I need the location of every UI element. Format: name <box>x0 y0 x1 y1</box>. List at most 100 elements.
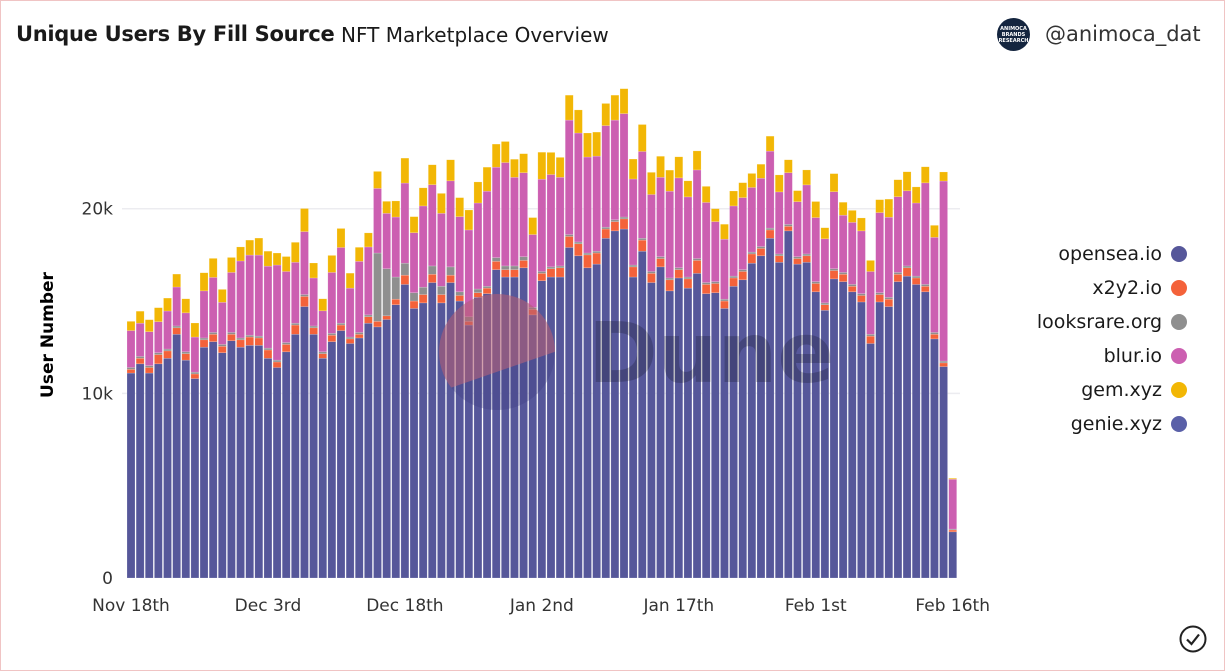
bar-segment-gem-xyz[interactable] <box>921 166 930 184</box>
bar-segment-looksrare-org[interactable] <box>729 275 738 279</box>
legend-item[interactable]: blur.io <box>1037 339 1187 373</box>
bar-segment-opensea-io[interactable] <box>902 275 912 579</box>
bar-segment-looksrare-org[interactable] <box>884 297 894 300</box>
bar-stack[interactable] <box>528 217 537 579</box>
bar-segment-opensea-io[interactable] <box>163 358 172 579</box>
bar-segment-gem-xyz[interactable] <box>418 187 428 207</box>
bar-segment-looksrare-org[interactable] <box>747 251 757 255</box>
bar-segment-x2y2-io[interactable] <box>574 243 583 257</box>
bar-segment-looksrare-org[interactable] <box>820 302 830 305</box>
bar-segment-looksrare-org[interactable] <box>628 264 638 268</box>
bar-segment-blur-io[interactable] <box>537 178 547 272</box>
bar-segment-blur-io[interactable] <box>765 150 775 229</box>
bar-segment-blur-io[interactable] <box>245 254 254 336</box>
bar-stack[interactable] <box>418 187 428 579</box>
bar-segment-blur-io[interactable] <box>263 265 273 349</box>
bar-segment-opensea-io[interactable] <box>765 238 775 579</box>
bar-segment-looksrare-org[interactable] <box>473 288 483 293</box>
bar-segment-blur-io[interactable] <box>692 169 702 259</box>
bar-segment-x2y2-io[interactable] <box>537 273 547 281</box>
bar-segment-looksrare-org[interactable] <box>501 265 510 270</box>
bar-segment-blur-io[interactable] <box>829 191 839 269</box>
bar-segment-opensea-io[interactable] <box>428 282 437 579</box>
bar-segment-looksrare-org[interactable] <box>491 257 501 262</box>
bar-stack[interactable] <box>464 209 474 579</box>
bar-segment-blur-io[interactable] <box>838 214 848 273</box>
bar-stack[interactable] <box>218 289 227 579</box>
bar-segment-looksrare-org[interactable] <box>674 267 684 270</box>
bar-stack[interactable] <box>437 193 446 579</box>
bar-segment-gem-xyz[interactable] <box>491 143 501 168</box>
bar-segment-blur-io[interactable] <box>948 478 957 530</box>
bar-segment-gem-xyz[interactable] <box>464 209 474 231</box>
bar-segment-x2y2-io[interactable] <box>218 346 227 353</box>
bar-segment-x2y2-io[interactable] <box>254 337 264 346</box>
bar-segment-opensea-io[interactable] <box>911 284 921 579</box>
bar-segment-gem-xyz[interactable] <box>829 173 839 192</box>
bar-segment-looksrare-org[interactable] <box>793 256 802 259</box>
bar-segment-opensea-io[interactable] <box>145 372 154 579</box>
bar-segment-blur-io[interactable] <box>848 222 857 285</box>
legend-item[interactable]: x2y2.io <box>1037 271 1187 305</box>
bar-stack[interactable] <box>208 258 218 579</box>
bar-segment-gem-xyz[interactable] <box>382 201 391 214</box>
bar-segment-x2y2-io[interactable] <box>199 339 209 348</box>
bar-stack[interactable] <box>875 199 884 579</box>
bar-segment-looksrare-org[interactable] <box>172 325 181 329</box>
bar-segment-gem-xyz[interactable] <box>692 150 702 171</box>
bar-segment-looksrare-org[interactable] <box>126 367 136 370</box>
bar-segment-gem-xyz[interactable] <box>738 182 747 198</box>
bar-segment-x2y2-io[interactable] <box>546 268 556 278</box>
bar-segment-blur-io[interactable] <box>884 216 894 298</box>
bar-segment-x2y2-io[interactable] <box>318 353 327 359</box>
bar-segment-looksrare-org[interactable] <box>446 266 455 276</box>
bar-segment-blur-io[interactable] <box>227 272 236 333</box>
bar-segment-gem-xyz[interactable] <box>893 179 903 197</box>
bar-segment-gem-xyz[interactable] <box>409 216 419 233</box>
bar-segment-x2y2-io[interactable] <box>784 226 793 232</box>
bar-stack[interactable] <box>811 201 820 579</box>
bar-segment-looksrare-org[interactable] <box>939 360 948 364</box>
bar-segment-looksrare-org[interactable] <box>802 253 811 257</box>
bar-segment-gem-xyz[interactable] <box>811 201 820 218</box>
bar-segment-looksrare-org[interactable] <box>857 293 866 296</box>
bar-segment-gem-xyz[interactable] <box>701 186 711 203</box>
bar-segment-gem-xyz[interactable] <box>930 225 939 238</box>
bar-segment-opensea-io[interactable] <box>400 284 410 579</box>
bar-stack[interactable] <box>738 182 747 579</box>
bar-stack[interactable] <box>181 298 191 579</box>
bar-segment-x2y2-io[interactable] <box>364 316 373 324</box>
bar-stack[interactable] <box>930 225 939 579</box>
bar-segment-blur-io[interactable] <box>601 125 611 228</box>
bar-segment-gem-xyz[interactable] <box>765 135 775 152</box>
bar-segment-gem-xyz[interactable] <box>163 297 172 312</box>
bar-segment-looksrare-org[interactable] <box>400 262 410 276</box>
bar-segment-x2y2-io[interactable] <box>711 283 720 293</box>
bar-segment-looksrare-org[interactable] <box>610 219 620 222</box>
bar-stack[interactable] <box>336 228 346 579</box>
bar-segment-looksrare-org[interactable] <box>181 351 191 354</box>
bar-segment-blur-io[interactable] <box>382 213 391 269</box>
bar-segment-gem-xyz[interactable] <box>245 239 254 256</box>
bar-segment-looksrare-org[interactable] <box>656 256 665 259</box>
bar-segment-looksrare-org[interactable] <box>930 332 939 335</box>
bar-segment-x2y2-io[interactable] <box>437 294 446 304</box>
bar-segment-opensea-io[interactable] <box>373 326 382 579</box>
bar-segment-x2y2-io[interactable] <box>902 267 912 277</box>
bar-segment-gem-xyz[interactable] <box>135 310 145 324</box>
bar-segment-gem-xyz[interactable] <box>939 171 948 182</box>
bar-segment-x2y2-io[interactable] <box>893 274 903 282</box>
bar-segment-gem-xyz[interactable] <box>172 273 181 288</box>
bar-segment-x2y2-io[interactable] <box>701 284 711 294</box>
bar-segment-gem-xyz[interactable] <box>774 174 784 193</box>
bar-segment-gem-xyz[interactable] <box>820 227 830 240</box>
bar-segment-looksrare-org[interactable] <box>318 351 327 354</box>
bar-segment-looksrare-org[interactable] <box>300 294 309 297</box>
bar-segment-blur-io[interactable] <box>811 217 820 282</box>
bar-segment-looksrare-org[interactable] <box>519 256 528 261</box>
bar-stack[interactable] <box>656 156 665 579</box>
bar-segment-x2y2-io[interactable] <box>281 344 291 353</box>
bar-segment-x2y2-io[interactable] <box>619 218 629 230</box>
bar-segment-looksrare-org[interactable] <box>848 284 857 287</box>
bar-segment-looksrare-org[interactable] <box>418 286 428 295</box>
